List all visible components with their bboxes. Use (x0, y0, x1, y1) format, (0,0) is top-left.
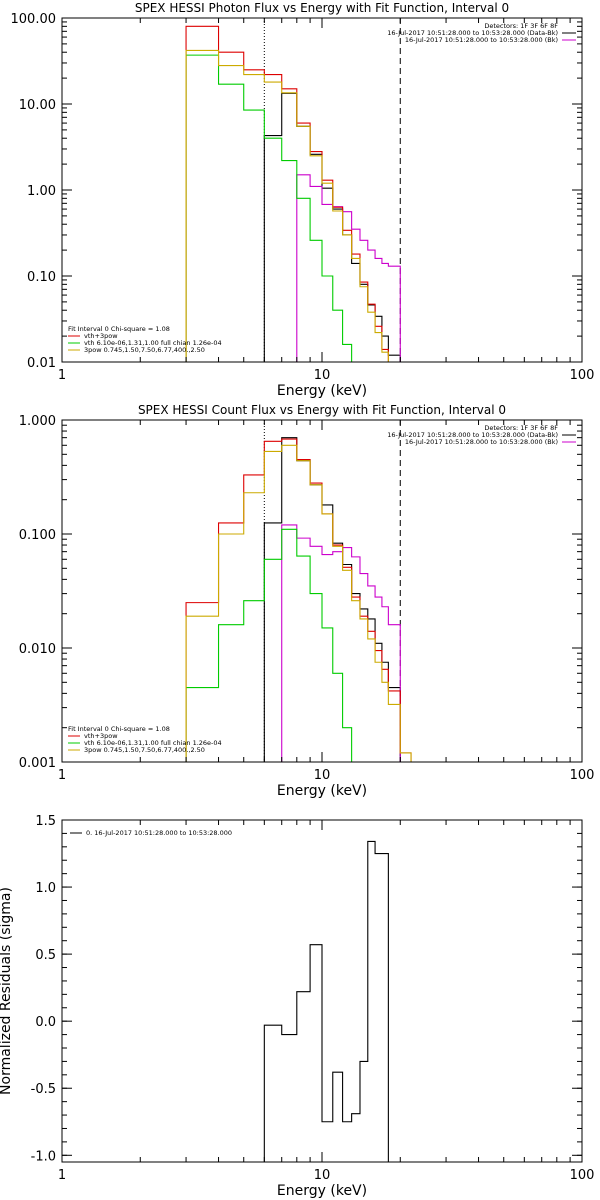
x-tick-label: 1 (58, 768, 66, 783)
photon-flux-panel: SPEX HESSI Photon Flux vs Energy with Fi… (11, 1, 595, 399)
series-line-4 (185, 444, 412, 762)
legend-entry-bottomleft: Fit Interval 0 Chi-square = 1.08 (68, 725, 170, 733)
y-tick-label: 1.000 (19, 414, 56, 429)
legend-entry-bottomleft: vth 6.10e-06,1.31,1.00 full chian 1.26e-… (84, 339, 222, 347)
x-axis-label: Energy (keV) (277, 383, 367, 399)
legend-entry-topright: 16-Jul-2017 10:51:28.000 to 10:53:28.000… (387, 29, 558, 37)
x-axis-label: Energy (keV) (277, 1183, 367, 1199)
legend-entry-bottomleft: Fit Interval 0 Chi-square = 1.08 (68, 325, 170, 333)
legend-entry-bottomleft: vth+3pow (84, 332, 118, 340)
x-tick-label: 1 (58, 368, 66, 383)
y-tick-label: 1.00 (27, 184, 56, 199)
series-line-3 (185, 528, 412, 762)
count-flux-panel: SPEX HESSI Count Flux vs Energy with Fit… (19, 403, 595, 799)
legend-entry-topright: 16-Jul-2017 10:51:28.000 to 10:53:28.000… (387, 431, 558, 439)
legend-entry-bottomleft: vth+3pow (84, 732, 118, 740)
y-tick-label: 0.100 (19, 528, 56, 543)
x-tick-label: 10 (314, 368, 331, 383)
legend-entry-topright: Detectors: 1F 3F 6F 8F (484, 22, 558, 30)
y-tick-label: 1.0 (35, 881, 56, 896)
legend-entry-topright: 16-Jul-2017 10:51:28.000 to 10:53:28.000… (405, 438, 558, 446)
plot-data (263, 840, 389, 1162)
x-tick-label: 1 (58, 1168, 66, 1183)
x-axis-label: Energy (keV) (277, 783, 367, 799)
legend-entry-bottomleft: vth 6.10e-06,1.31,1.00 full chian 1.26e-… (84, 739, 222, 747)
y-tick-label: 0.10 (27, 270, 56, 285)
legend-entry-bottomleft: 3pow 0.745,1.50,7.50,6.77,400.,2.50 (84, 346, 205, 354)
x-tick-label: 10 (314, 1168, 331, 1183)
y-tick-label: 10.00 (19, 98, 56, 113)
chart-title: SPEX HESSI Photon Flux vs Energy with Fi… (135, 1, 509, 15)
y-tick-label: 0.0 (35, 1015, 56, 1030)
y-axis-label: Normalized Residuals (sigma) (0, 887, 14, 1095)
series-line-4 (185, 49, 412, 362)
x-tick-label: 100 (570, 1168, 595, 1183)
series-line-1 (186, 174, 412, 362)
legend-entry-topright: Detectors: 1F 3F 6F 8F (484, 424, 558, 432)
residuals-panel: 1 10 100 Energy (keV) -1.0 -0.5 0.0 0.5 1.0 1.5 No… (0, 814, 594, 1199)
legend-entry: 0. 16-Jul-2017 10:51:28.000 to 10:53:28.… (86, 829, 232, 837)
series-line-0 (263, 840, 389, 1162)
y-tick-label: 0.001 (19, 756, 56, 771)
series-line-2 (185, 438, 412, 762)
legend-entry-bottomleft: 3pow 0.745,1.50,7.50,6.77,400.,2.50 (84, 746, 205, 754)
y-tick-label: 0.01 (27, 356, 56, 371)
plot-data (185, 420, 412, 762)
legend-entry-topright: 16-Jul-2017 10:51:28.000 to 10:53:28.000… (405, 36, 558, 44)
x-tick-label: 10 (314, 768, 331, 783)
y-tick-label: 0.5 (35, 948, 56, 963)
y-tick-label: -1.0 (31, 1149, 56, 1164)
plot-data (185, 18, 412, 362)
y-tick-label: 1.5 (35, 814, 56, 829)
x-tick-label: 100 (570, 368, 595, 383)
y-tick-label: -0.5 (31, 1082, 56, 1097)
chart-title: SPEX HESSI Count Flux vs Energy with Fit… (138, 403, 506, 417)
x-tick-label: 100 (570, 768, 595, 783)
series-line-3 (185, 54, 412, 362)
y-tick-label: 100.00 (11, 12, 57, 27)
y-tick-label: 0.010 (19, 642, 56, 657)
